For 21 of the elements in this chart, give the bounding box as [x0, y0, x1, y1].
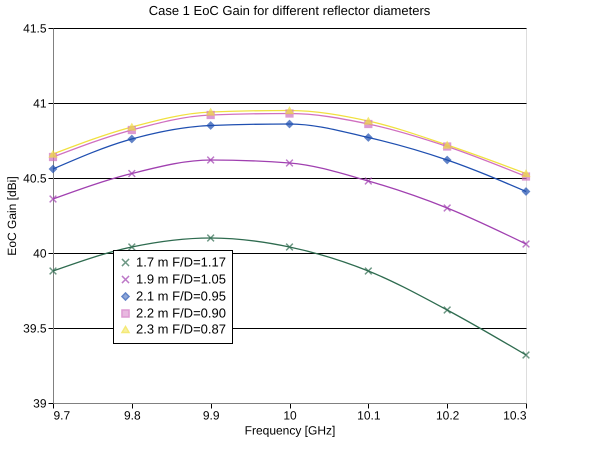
y-tick-label: 41.5 [23, 22, 47, 36]
y-axis-title: EoC Gain [dBi] [5, 176, 20, 256]
x-tick-label: 10.2 [436, 408, 460, 422]
legend-label: 2.1 m F/D=0.95 [136, 288, 226, 304]
legend-label: 1.7 m F/D=1.17 [136, 254, 226, 270]
chart-title: Case 1 EoC Gain for different reflector diameters [148, 3, 431, 18]
legend-label: 2.2 m F/D=0.90 [136, 306, 226, 320]
x-axis-title: Frequency [GHz] [244, 424, 336, 438]
y-tick-label: 40.5 [23, 172, 47, 186]
y-tick-label: 39.5 [23, 322, 47, 336]
x-tick-label: 9.8 [124, 408, 141, 422]
x-tick-label: 10.3 [503, 408, 527, 422]
y-tick-label: 40 [33, 246, 47, 260]
legend-label: 1.9 m F/D=1.05 [136, 272, 226, 286]
x-tick-label: 9.9 [202, 408, 220, 422]
x-tick-label: 10.1 [357, 408, 381, 422]
x-tick-label: 10 [283, 408, 297, 422]
legend-label: 2.3 m F/D=0.87 [136, 322, 226, 336]
x-tick-label: 9.7 [54, 408, 71, 422]
y-tick-label: 41 [33, 96, 47, 110]
y-tick-label: 39 [33, 396, 47, 410]
